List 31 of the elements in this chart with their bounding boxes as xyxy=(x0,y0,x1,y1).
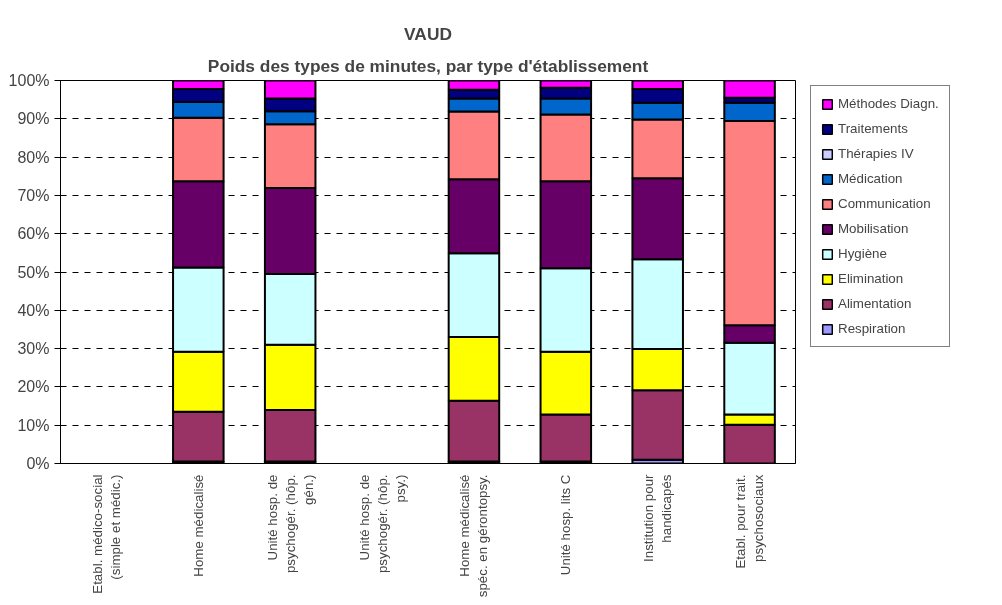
legend-label: Médication xyxy=(838,171,903,186)
y-tick-label: 60% xyxy=(17,225,50,243)
legend-label: Thérapies IV xyxy=(838,146,914,161)
legend-label: Traitements xyxy=(838,121,908,136)
y-tick-label: 20% xyxy=(17,378,50,396)
y-tick-label: 100% xyxy=(8,72,50,89)
y-tick-label: 0% xyxy=(26,455,50,472)
y-tick-label: 50% xyxy=(17,263,50,281)
y-tick-label: 40% xyxy=(17,301,50,319)
legend-label: Respiration xyxy=(838,321,906,336)
x-tick-label: Unité hosp. lits C xyxy=(558,474,574,576)
x-tick-label: Institution pour handicapés xyxy=(641,473,675,562)
x-tick-label: Etabl. pour trait. psychosociaux xyxy=(733,474,767,569)
legend-label: Mobilisation xyxy=(838,221,909,236)
x-tick-label: Home médicalisé spéc. en gérontopsy. xyxy=(457,474,491,598)
legend-label: Hygiène xyxy=(838,246,887,261)
legend-label: Méthodes Diagn. xyxy=(838,96,939,111)
y-tick-label: 70% xyxy=(17,186,50,204)
x-tick-label: Etabl. médico-social (simple et médic.) xyxy=(89,474,123,594)
chart-subtitle: Poids des types de minutes, par type d'établissement xyxy=(207,55,649,76)
chart-title: VAUD xyxy=(404,23,452,44)
y-tick-label: 10% xyxy=(17,416,50,434)
legend-label: Alimentation xyxy=(838,296,912,311)
x-tick-label: Unité hosp. de psychogér. (hôp. psy.) xyxy=(356,474,408,574)
x-tick-label: Unité hosp. de psychogér. (hôp. gén.) xyxy=(264,474,316,574)
y-tick-label: 30% xyxy=(17,340,50,358)
x-tick-label: Home médicalisé xyxy=(190,474,206,577)
legend-label: Communication xyxy=(838,196,931,211)
y-tick-label: 90% xyxy=(17,110,50,128)
y-tick-label: 80% xyxy=(17,148,50,166)
legend-label: Elimination xyxy=(838,271,904,286)
